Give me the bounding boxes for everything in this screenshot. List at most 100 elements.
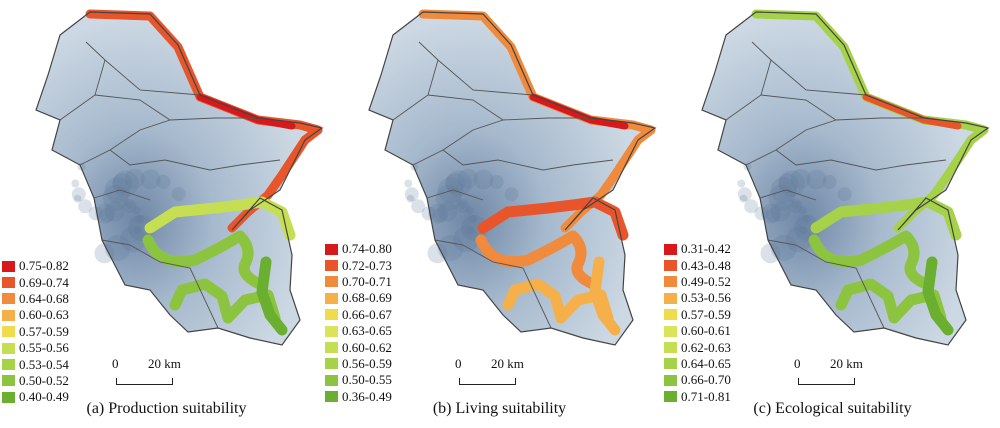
terrain-relief-spot <box>765 208 780 223</box>
scale-bar-line <box>798 378 855 385</box>
legend-swatch <box>664 325 677 337</box>
terrain-relief-spot <box>465 206 474 215</box>
terrain-relief-spot <box>799 226 808 235</box>
terrain-relief-spot <box>768 184 795 211</box>
scale-bar-line <box>459 378 516 385</box>
terrain-relief-spot <box>458 201 467 209</box>
district-boundary <box>767 239 885 329</box>
terrain-relief-spot <box>104 177 131 204</box>
legend-label: 0.64-0.65 <box>681 355 731 371</box>
legend-label: 0.40-0.49 <box>19 389 69 405</box>
suitability-zone-band <box>256 256 288 336</box>
legend-item: 0.31-0.42 <box>664 241 731 257</box>
scale-bar: 0 20 km <box>112 356 192 396</box>
terrain-relief-spot <box>770 177 797 204</box>
legend-label: 0.53-0.54 <box>19 356 69 372</box>
terrain-relief-spot <box>71 179 80 188</box>
legend-swatch <box>325 260 338 272</box>
legend-label: 0.72-0.73 <box>342 257 392 273</box>
scale-zero-label: 0 <box>455 356 462 371</box>
legend-item: 0.69-0.74 <box>2 274 69 290</box>
terrain-relief-spot <box>427 243 448 264</box>
legend-swatch <box>2 277 15 289</box>
terrain-relief-spot <box>737 187 752 202</box>
terrain-relief-spot <box>469 215 478 224</box>
legend-item: 0.50-0.55 <box>325 372 392 388</box>
terrain-relief-spot <box>798 206 807 215</box>
terrain-relief-spot <box>156 174 171 189</box>
legend-swatch <box>664 391 677 403</box>
terrain-relief-spot <box>453 226 479 253</box>
legend-swatch <box>2 293 15 305</box>
terrain-relief-spot <box>778 170 805 197</box>
suitability-zone-band <box>589 256 621 336</box>
legend-swatch <box>664 260 677 272</box>
terrain-relief-spot <box>112 173 133 194</box>
terrain-relief-spot <box>171 187 186 202</box>
terrain-relief-spot <box>71 187 86 202</box>
legend-swatch <box>325 342 338 354</box>
terrain-relief-spot <box>744 199 759 214</box>
terrain-relief-spot <box>432 208 447 223</box>
legend-label: 0.31-0.42 <box>681 241 731 257</box>
terrain-relief-spot <box>791 201 800 209</box>
legend-swatch <box>325 276 338 288</box>
terrain-relief-spot <box>466 226 475 235</box>
terrain-relief-spot <box>457 168 478 189</box>
legend-label: 0.60-0.62 <box>342 339 392 355</box>
legend-label: 0.49-0.52 <box>681 273 731 289</box>
terrain-relief-spot <box>99 208 114 223</box>
terrain-relief-spot <box>739 194 748 203</box>
terrain-relief-spot <box>435 184 462 211</box>
terrain-relief-spot <box>88 206 103 221</box>
map-panel-production: 0.75-0.82 0.69-0.74 0.64-0.68 0.60-0.63 0.57… <box>0 0 333 428</box>
legend-swatch <box>2 260 15 272</box>
legend-item: 0.57-0.59 <box>664 307 731 323</box>
terrain-relief-spot <box>761 203 782 224</box>
legend-label: 0.69-0.74 <box>19 274 69 290</box>
terrain-relief-spot <box>790 168 811 189</box>
terrain-relief-spot <box>95 203 116 224</box>
terrain-relief-spot <box>73 194 82 203</box>
terrain-relief-spot <box>473 169 494 190</box>
terrain-relief-spot <box>404 179 413 188</box>
legend-label: 0.75-0.82 <box>19 258 69 274</box>
terrain-relief-spot <box>788 199 803 213</box>
legend-swatch <box>664 309 677 321</box>
terrain-relief-spot <box>437 177 464 204</box>
legend-production: 0.75-0.82 0.69-0.74 0.64-0.68 0.60-0.63 0.57… <box>2 258 69 406</box>
suitability-zone-band <box>808 230 934 291</box>
terrain-relief-spot <box>455 199 470 213</box>
suitability-hotspot-band <box>529 93 629 130</box>
suitability-zone-band <box>475 230 601 291</box>
legend-label: 0.57-0.59 <box>19 323 69 339</box>
legend-swatch <box>325 243 338 255</box>
legend-item: 0.40-0.49 <box>2 389 69 405</box>
legend-item: 0.56-0.59 <box>325 356 392 372</box>
legend-item: 0.55-0.56 <box>2 340 69 356</box>
legend-item: 0.63-0.65 <box>325 323 392 339</box>
terrain-relief-spot <box>136 215 145 224</box>
terrain-relief-spot <box>94 243 115 264</box>
district-boundary <box>85 41 201 96</box>
terrain-relief-spot <box>504 187 519 202</box>
scale-bar: 0 20 km <box>794 356 874 396</box>
terrain-relief-spot <box>754 206 769 221</box>
terrain-relief-spot <box>760 243 781 264</box>
legend-item: 0.53-0.54 <box>2 356 69 372</box>
terrain-relief-spot <box>837 187 852 202</box>
legend-item: 0.43-0.48 <box>664 257 731 273</box>
terrain-relief-spot <box>406 194 415 203</box>
legend-swatch <box>325 325 338 337</box>
terrain-relief-spot <box>421 206 436 221</box>
legend-label: 0.66-0.67 <box>342 306 392 322</box>
terrain-relief-spot <box>822 174 837 189</box>
legend-swatch <box>325 292 338 304</box>
terrain-relief-spot <box>411 199 426 214</box>
district-boundary <box>751 41 867 96</box>
legend-label: 0.63-0.65 <box>342 323 392 339</box>
scale-distance-label: 20 km <box>830 356 863 371</box>
terrain-relief-spot <box>770 235 797 261</box>
legend-label: 0.36-0.49 <box>342 388 392 404</box>
legend-swatch <box>325 374 338 386</box>
